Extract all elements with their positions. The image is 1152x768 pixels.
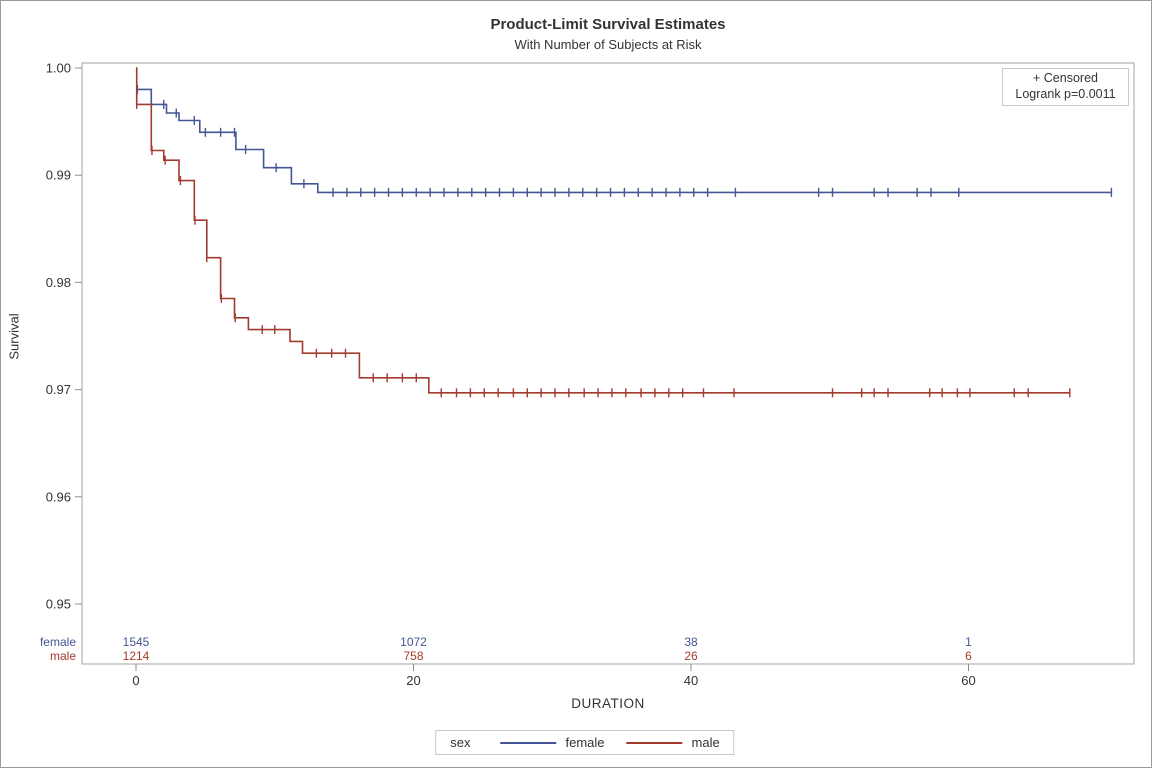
legend-label-male: male bbox=[691, 735, 720, 750]
at-risk-row-label-male: male bbox=[50, 649, 76, 663]
plot-frame bbox=[81, 62, 1135, 665]
x-tick-label: 20 bbox=[406, 673, 420, 688]
survival-curve-male bbox=[135, 67, 1070, 394]
x-tick-label: 0 bbox=[132, 673, 139, 688]
y-tick-label: 0.97 bbox=[46, 382, 71, 397]
legend-box: sex female male bbox=[435, 730, 735, 755]
survival-curve-female bbox=[136, 88, 1112, 194]
x-axis-label: DURATION bbox=[571, 696, 645, 711]
x-tick-label: 60 bbox=[961, 673, 975, 688]
legend-entry-male: male bbox=[626, 735, 720, 750]
at-risk-count: 6 bbox=[965, 649, 972, 663]
at-risk-count: 758 bbox=[403, 649, 423, 663]
at-risk-row-label-female: female bbox=[40, 635, 76, 649]
at-risk-count: 1 bbox=[965, 635, 972, 649]
legend-entry-female: female bbox=[500, 735, 605, 750]
legend-title: sex bbox=[450, 735, 471, 750]
y-tick-label: 0.96 bbox=[46, 489, 71, 504]
at-risk-count: 1545 bbox=[123, 635, 150, 649]
chart-title: Product-Limit Survival Estimates bbox=[490, 16, 726, 33]
logrank-pvalue-label: Logrank p=0.0011 bbox=[1015, 86, 1116, 101]
x-tick-label: 40 bbox=[684, 673, 698, 688]
y-tick-label: 0.95 bbox=[46, 597, 71, 612]
at-risk-count: 26 bbox=[684, 649, 698, 663]
chart-subtitle: With Number of Subjects at Risk bbox=[514, 37, 702, 52]
at-risk-count: 1072 bbox=[400, 635, 427, 649]
female-line-swatch bbox=[500, 741, 557, 744]
censored-label: + Censored bbox=[1033, 71, 1098, 85]
y-tick-label: 1.00 bbox=[46, 61, 71, 76]
y-tick-label: 0.99 bbox=[46, 168, 71, 183]
at-risk-count: 38 bbox=[684, 635, 698, 649]
male-line-swatch bbox=[626, 741, 683, 744]
at-risk-count: 1214 bbox=[123, 649, 150, 663]
y-axis-label: Survival bbox=[6, 313, 22, 360]
y-tick-label: 0.98 bbox=[46, 275, 71, 290]
legend-label-female: female bbox=[565, 735, 605, 750]
censored-logrank-inset: + Censored Logrank p=0.0011 bbox=[1002, 68, 1129, 106]
